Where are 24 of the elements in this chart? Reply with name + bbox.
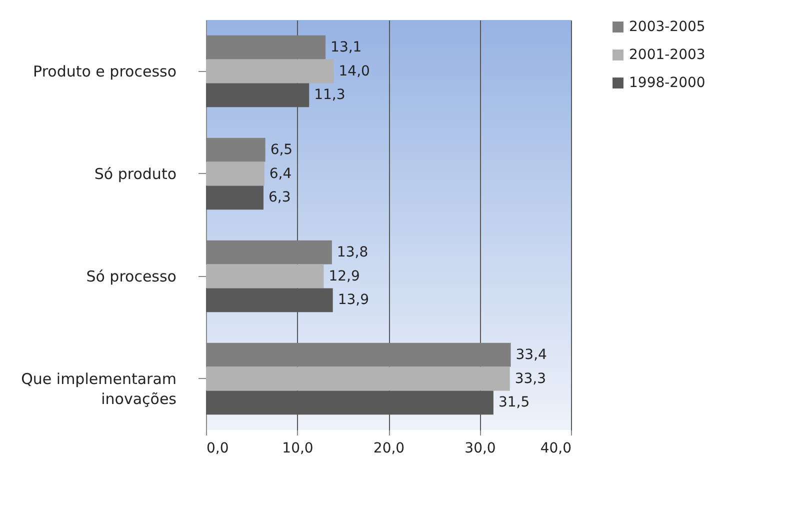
data-label: 13,8 bbox=[336, 244, 368, 260]
x-tick-label: 40,0 bbox=[540, 440, 572, 456]
data-label: 6,5 bbox=[270, 142, 293, 158]
legend-label: 1998-2000 bbox=[629, 75, 706, 91]
data-label: 33,3 bbox=[514, 370, 546, 387]
data-label: 13,1 bbox=[330, 39, 362, 56]
data-label: 31,5 bbox=[498, 394, 530, 411]
y-tick-label: Só produto bbox=[94, 164, 176, 183]
x-tick-label: 0,0 bbox=[206, 440, 229, 456]
data-label: 12,9 bbox=[328, 268, 360, 284]
data-label: 6,4 bbox=[269, 166, 292, 182]
x-tick-label: 20,0 bbox=[373, 440, 405, 456]
data-label: 6,3 bbox=[268, 190, 291, 206]
legend-label: 2003-2005 bbox=[629, 19, 706, 35]
x-tick-label: 10,0 bbox=[282, 440, 314, 456]
y-tick-label: Só processo bbox=[86, 267, 176, 286]
y-tick-label: Que implementaram inovações bbox=[21, 370, 177, 408]
legend-label: 2001-2003 bbox=[629, 47, 706, 63]
y-tick-label: Produto e processo bbox=[33, 62, 176, 80]
data-label: 13,9 bbox=[338, 292, 370, 308]
data-label: 14,0 bbox=[338, 63, 370, 80]
data-label: 11,3 bbox=[314, 87, 346, 104]
x-tick-label: 30,0 bbox=[464, 440, 496, 456]
data-label: 33,4 bbox=[516, 346, 548, 363]
